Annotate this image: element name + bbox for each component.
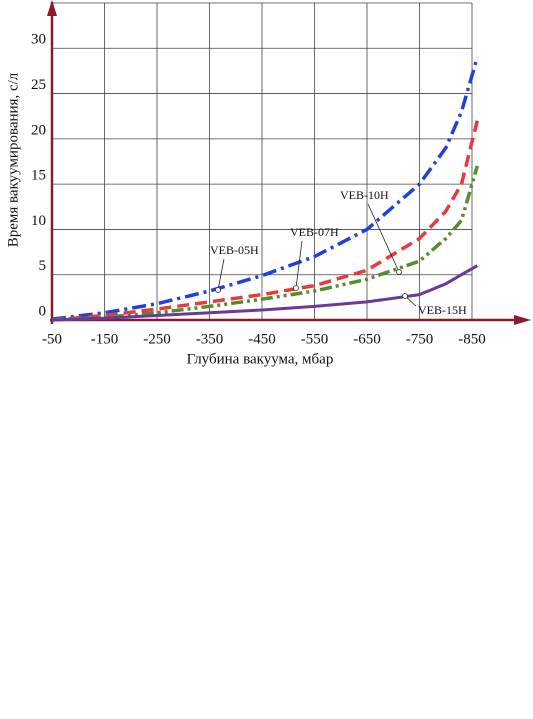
- x-tick-label: -50: [42, 331, 62, 347]
- annotation-leader: [295, 240, 303, 289]
- x-tick-label: -650: [353, 331, 381, 347]
- annotation-leader: [217, 258, 225, 291]
- series-label: VEB-10H: [340, 188, 389, 202]
- x-tick-label: -450: [248, 331, 276, 347]
- x-tick-label: -350: [196, 331, 224, 347]
- y-tick-label: 25: [31, 77, 46, 93]
- series-line: [51, 56, 479, 321]
- y-tick-label: 0: [39, 303, 47, 319]
- series-line: [51, 165, 479, 322]
- x-axis-arrow: [514, 315, 531, 325]
- series-line: [51, 264, 479, 322]
- series-label: VEB-07H: [290, 225, 339, 239]
- series-label: VEB-05H: [210, 243, 259, 257]
- y-tick-label: 30: [31, 32, 46, 48]
- series-line: [51, 120, 479, 322]
- y-tick-label: 20: [31, 122, 46, 138]
- x-tick-label: -150: [91, 331, 119, 347]
- x-tick-label: -550: [301, 331, 329, 347]
- x-tick-label: -250: [143, 331, 171, 347]
- y-axis-label: Время вакуумирования, с/л: [5, 72, 21, 247]
- annotation-point: [396, 269, 402, 275]
- series-label: VEB-15H: [418, 303, 467, 317]
- x-tick-label: -850: [458, 331, 486, 347]
- y-axis-arrow: [47, 0, 57, 16]
- y-tick-label: 10: [31, 213, 46, 229]
- annotation-point: [215, 287, 221, 293]
- annotation-leader: [367, 203, 400, 273]
- x-axis-label: Глубина вакуума, мбар: [187, 351, 334, 367]
- annotation-point: [293, 285, 299, 291]
- annotation-point: [402, 293, 408, 299]
- y-tick-label: 5: [39, 258, 47, 274]
- x-tick-label: -750: [406, 331, 434, 347]
- y-tick-label: 15: [31, 168, 46, 184]
